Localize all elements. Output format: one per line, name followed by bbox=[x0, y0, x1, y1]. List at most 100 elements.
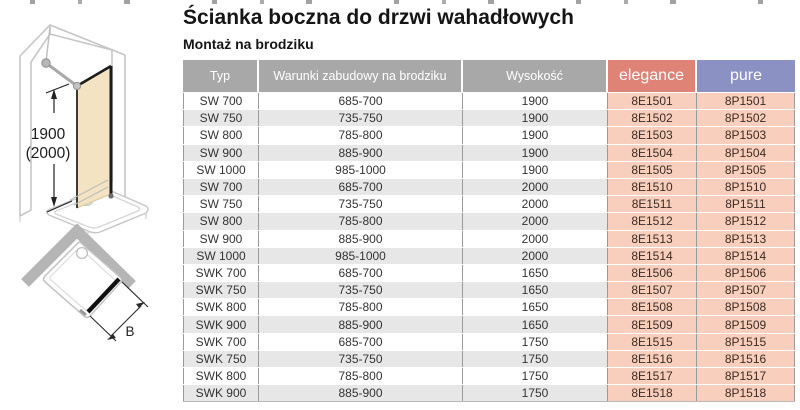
table-header-row: Typ Warunki zabudowy na brodziku Wysokoś… bbox=[183, 60, 795, 92]
cell-typ: SW 1000 bbox=[183, 247, 259, 264]
cell-typ: SWK 700 bbox=[183, 264, 259, 282]
cell-typ: SW 700 bbox=[183, 178, 259, 196]
cell-wysokosc: 2000 bbox=[463, 178, 608, 196]
cell-wysokosc: 1750 bbox=[463, 385, 608, 402]
cell-wysokosc: 1900 bbox=[463, 110, 608, 127]
cell-elegance: 8E1518 bbox=[608, 385, 697, 402]
table-row: SWK 800 785-800 1650 8E1508 8P1508 bbox=[183, 299, 795, 317]
cell-wysokosc: 2000 bbox=[463, 230, 608, 247]
header-elegance: elegance bbox=[608, 60, 697, 92]
table-row: SW 1000 985-1000 1900 8E1505 8P1505 bbox=[183, 161, 795, 179]
cell-elegance: 8E1513 bbox=[608, 230, 697, 247]
cell-typ: SWK 750 bbox=[183, 350, 259, 367]
cell-elegance: 8E1501 bbox=[608, 93, 697, 110]
cell-pure: 8P1517 bbox=[697, 368, 795, 385]
cell-pure: 8P1501 bbox=[697, 93, 795, 110]
cell-typ: SWK 900 bbox=[183, 316, 259, 333]
cell-pure: 8P1506 bbox=[697, 264, 795, 282]
cell-wysokosc: 1650 bbox=[463, 299, 608, 316]
cell-warunki: 685-700 bbox=[259, 93, 463, 110]
cell-typ: SWK 700 bbox=[183, 333, 259, 350]
cell-warunki: 985-1000 bbox=[259, 161, 463, 178]
table-body: SW 700 685-700 1900 8E1501 8P1501 SW 750 735-7… bbox=[183, 93, 795, 403]
cell-elegance: 8E1514 bbox=[608, 247, 697, 264]
support-bar bbox=[41, 26, 82, 91]
table-row: SWK 750 735-750 1650 8E1507 8P1507 bbox=[183, 282, 795, 300]
cell-wysokosc: 1750 bbox=[463, 350, 608, 367]
cell-warunki: 735-750 bbox=[259, 196, 463, 213]
table-row: SW 700 685-700 2000 8E1510 8P1510 bbox=[183, 178, 795, 197]
cell-typ: SW 900 bbox=[183, 230, 259, 247]
header-wysokosc: Wysokość bbox=[463, 60, 608, 92]
cell-elegance: 8E1504 bbox=[608, 144, 697, 161]
table-row: SWK 900 885-900 1650 8E1509 8P1509 bbox=[183, 316, 795, 334]
cell-warunki: 685-700 bbox=[259, 264, 463, 282]
cell-elegance: 8E1503 bbox=[608, 127, 697, 144]
cell-warunki: 785-800 bbox=[259, 213, 463, 230]
table-row: SWK 700 685-700 1650 8E1506 8P1506 bbox=[183, 264, 795, 283]
height-dimension bbox=[45, 83, 73, 213]
cell-wysokosc: 2000 bbox=[463, 196, 608, 213]
cell-pure: 8P1502 bbox=[697, 110, 795, 127]
header-typ: Typ bbox=[183, 60, 259, 92]
plan-drawing: B bbox=[21, 224, 149, 342]
cell-pure: 8P1504 bbox=[697, 144, 795, 161]
panel-foot bbox=[108, 193, 114, 199]
cell-elegance: 8E1509 bbox=[608, 316, 697, 333]
cell-wysokosc: 1900 bbox=[463, 161, 608, 178]
cell-pure: 8P1514 bbox=[697, 247, 795, 264]
cell-elegance: 8E1506 bbox=[608, 264, 697, 282]
cell-wysokosc: 2000 bbox=[463, 213, 608, 230]
dimension-label-b: B bbox=[125, 324, 134, 339]
cell-elegance: 8E1510 bbox=[608, 178, 697, 196]
table-row: SW 750 735-750 1900 8E1502 8P1502 bbox=[183, 110, 795, 128]
glass-panel-plan bbox=[86, 277, 121, 314]
dimension-value: 1900 bbox=[31, 126, 66, 143]
cell-elegance: 8E1517 bbox=[608, 368, 697, 385]
table-row: SWK 900 885-900 1750 8E1518 8P1518 bbox=[183, 385, 795, 403]
cell-warunki: 885-900 bbox=[259, 230, 463, 247]
cell-typ: SW 1000 bbox=[183, 161, 259, 178]
cell-pure: 8P1507 bbox=[697, 282, 795, 299]
cell-typ: SW 900 bbox=[183, 144, 259, 161]
table-row: SW 750 735-750 2000 8E1511 8P1511 bbox=[183, 196, 795, 214]
header-warunki: Warunki zabudowy na brodziku bbox=[259, 60, 463, 92]
page-title: Ścianka boczna do drzwi wahadłowych bbox=[183, 6, 574, 29]
page-subtitle: Montaż na brodziku bbox=[183, 36, 314, 52]
table-row: SW 900 885-900 2000 8E1513 8P1513 bbox=[183, 230, 795, 248]
cell-typ: SW 800 bbox=[183, 213, 259, 230]
header-pure: pure bbox=[697, 60, 795, 92]
cell-typ: SWK 750 bbox=[183, 282, 259, 299]
cell-pure: 8P1512 bbox=[697, 213, 795, 230]
cell-typ: SWK 800 bbox=[183, 299, 259, 316]
cell-typ: SWK 900 bbox=[183, 385, 259, 402]
glass-panel bbox=[69, 64, 114, 209]
cell-typ: SW 750 bbox=[183, 196, 259, 213]
table-row: SWK 800 785-800 1750 8E1517 8P1517 bbox=[183, 368, 795, 386]
drain bbox=[75, 246, 89, 260]
cell-pure: 8P1510 bbox=[697, 178, 795, 196]
cell-wysokosc: 1650 bbox=[463, 264, 608, 282]
cell-elegance: 8E1512 bbox=[608, 213, 697, 230]
product-table: Typ Warunki zabudowy na brodziku Wysokoś… bbox=[183, 60, 795, 403]
cell-wysokosc: 2000 bbox=[463, 247, 608, 264]
cell-warunki: 985-1000 bbox=[259, 247, 463, 264]
cell-pure: 8P1513 bbox=[697, 230, 795, 247]
width-dimension bbox=[89, 281, 149, 342]
cell-warunki: 785-800 bbox=[259, 127, 463, 144]
cell-typ: SW 750 bbox=[183, 110, 259, 127]
cell-wysokosc: 1650 bbox=[463, 282, 608, 299]
table-row: SWK 750 735-750 1750 8E1516 8P1516 bbox=[183, 350, 795, 368]
panel-wall-profile bbox=[79, 308, 87, 317]
dimension-value-alt: (2000) bbox=[26, 145, 71, 162]
cell-warunki: 735-750 bbox=[259, 282, 463, 299]
cell-wysokosc: 1750 bbox=[463, 368, 608, 385]
cell-warunki: 785-800 bbox=[259, 368, 463, 385]
cell-elegance: 8E1505 bbox=[608, 161, 697, 178]
table-row: SW 900 885-900 1900 8E1504 8P1504 bbox=[183, 144, 795, 162]
cell-wysokosc: 1750 bbox=[463, 333, 608, 350]
cell-wysokosc: 1900 bbox=[463, 127, 608, 144]
cell-elegance: 8E1507 bbox=[608, 282, 697, 299]
walls bbox=[21, 224, 136, 289]
